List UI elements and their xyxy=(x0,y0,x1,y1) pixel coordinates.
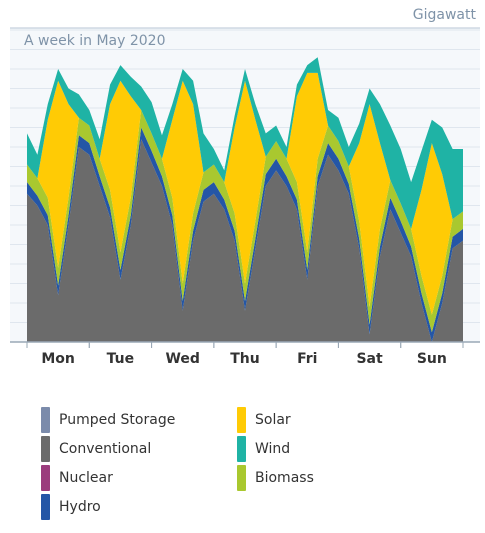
legend-label: Wind xyxy=(255,441,290,457)
legend-swatch xyxy=(41,494,50,520)
legend-label: Conventional xyxy=(59,441,151,457)
legend-swatch xyxy=(41,465,50,491)
legend-label: Nuclear xyxy=(59,470,113,486)
legend: Pumped Storage Conventional Nuclear Hydro So… xyxy=(41,407,314,520)
x-tick-label: Sat xyxy=(356,351,383,367)
legend-swatch xyxy=(41,407,50,433)
x-tick-label: Wed xyxy=(165,351,199,367)
area xyxy=(27,57,463,229)
legend-swatch xyxy=(237,465,246,491)
legend-label: Solar xyxy=(255,412,291,428)
legend-label: Pumped Storage xyxy=(59,412,175,428)
legend-swatch xyxy=(41,436,50,462)
areas xyxy=(27,57,463,342)
x-axis: Mon Tue Wed Thu Fri Sat Sun xyxy=(10,341,480,367)
x-tick-label: Fri xyxy=(297,351,317,367)
chart-title: A week in May 2020 xyxy=(24,33,166,49)
unit-label: Gigawatt xyxy=(413,7,477,23)
x-tick-label: Sun xyxy=(417,351,447,367)
area xyxy=(27,109,463,333)
area xyxy=(27,139,463,342)
area xyxy=(27,72,463,315)
legend-label: Biomass xyxy=(255,470,314,486)
x-tick-label: Mon xyxy=(41,351,75,367)
area xyxy=(27,127,463,342)
x-tick-label: Thu xyxy=(230,351,259,367)
legend-label: Hydro xyxy=(59,499,101,515)
legend-swatch xyxy=(237,407,246,433)
x-tick-label: Tue xyxy=(107,351,134,367)
legend-swatch xyxy=(237,436,246,462)
